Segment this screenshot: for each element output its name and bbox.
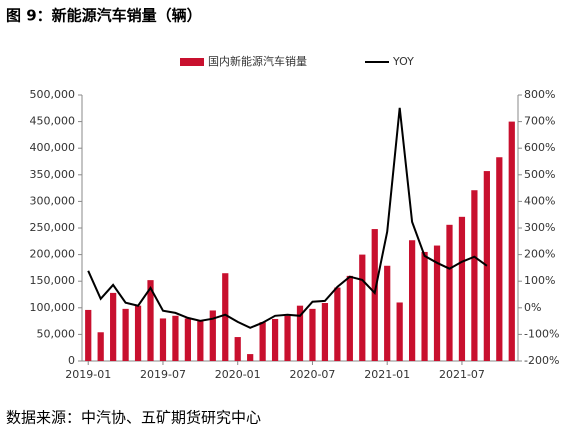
bar (110, 292, 117, 361)
bar (321, 303, 329, 361)
y-tick-label: 200,000 (30, 248, 76, 261)
bar (433, 245, 441, 361)
bar (259, 322, 266, 361)
x-tick-label: 2021-07 (439, 368, 485, 381)
yoy-line (87, 107, 488, 329)
y-tick-label: 100,000 (30, 301, 76, 314)
bar (334, 287, 341, 361)
y-tick-label: 150,000 (30, 274, 76, 287)
bar (284, 315, 291, 361)
legend-label: YOY (392, 55, 414, 68)
y-tick-label: 350,000 (30, 168, 76, 181)
bar (359, 254, 366, 361)
bar (85, 309, 92, 361)
bar (384, 265, 391, 361)
bar (247, 354, 254, 361)
bar (159, 318, 167, 361)
y2-tick-label: -200% (524, 354, 559, 367)
y-tick-label: 0 (68, 354, 75, 367)
x-tick-label: 2020-01 (215, 368, 261, 381)
bar (483, 171, 490, 361)
y2-tick-label: 800% (524, 88, 555, 101)
source: 数据来源：中汽协、五矿期货研究中心 (6, 409, 261, 427)
y2-tick-label: 600% (524, 141, 555, 154)
legend-label: 国内新能源汽车销量 (208, 54, 307, 68)
bar (496, 157, 503, 361)
bar (134, 305, 142, 361)
bar (234, 337, 241, 361)
bar (371, 229, 378, 361)
bar (271, 318, 279, 361)
bar (97, 332, 104, 361)
bar (309, 308, 316, 361)
bar (222, 273, 229, 361)
bar (471, 190, 478, 361)
bar (197, 321, 204, 361)
chart-title: 图 9：新能源汽车销量（辆） (6, 7, 202, 25)
y2-tick-label: 400% (524, 194, 555, 207)
bar (184, 318, 191, 361)
y2-tick-label: -100% (524, 327, 559, 340)
bar (446, 224, 453, 361)
y-tick-label: 400,000 (30, 141, 76, 154)
bar (209, 310, 216, 361)
bar (147, 280, 154, 361)
y-tick-label: 300,000 (30, 194, 76, 207)
x-tick-label: 2021-01 (364, 368, 410, 381)
x-tick-label: 2019-01 (65, 368, 111, 381)
bar (172, 315, 179, 361)
y-tick-label: 500,000 (30, 88, 76, 101)
y-tick-label: 250,000 (30, 221, 76, 234)
y2-tick-label: 100% (524, 274, 555, 287)
x-tick-label: 2020-07 (289, 368, 335, 381)
y2-tick-label: 700% (524, 115, 555, 128)
legend-swatch (180, 58, 204, 66)
bar (458, 216, 466, 361)
bar (396, 302, 403, 361)
y-tick-label: 450,000 (30, 115, 76, 128)
bar (296, 305, 304, 361)
bar (508, 121, 515, 361)
bar (346, 275, 353, 361)
bar (421, 251, 428, 361)
y2-tick-label: 200% (524, 248, 555, 261)
y-tick-label: 50,000 (37, 327, 76, 340)
x-tick-label: 2019-07 (140, 368, 186, 381)
bar (409, 240, 416, 361)
y2-tick-label: 300% (524, 221, 555, 234)
y2-tick-label: 500% (524, 168, 555, 181)
bar (122, 308, 129, 361)
y2-tick-label: 0% (524, 301, 541, 314)
